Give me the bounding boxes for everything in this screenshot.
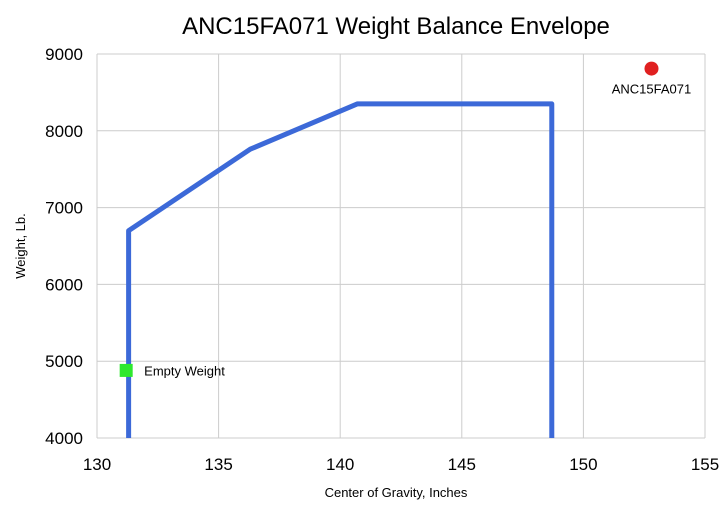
y-tick-label: 8000 [45, 122, 83, 141]
x-tick-label: 145 [448, 455, 476, 474]
envelope-line [126, 101, 555, 438]
aircraft-cg-marker [644, 61, 659, 76]
y-axis-label: Weight, Lb. [13, 213, 28, 279]
y-tick-label: 7000 [45, 199, 83, 218]
series-layer [126, 101, 555, 439]
tick-labels: 130 135 140 145 150 155 4000 5000 6000 7000 8000 90… [45, 45, 719, 474]
annotation-markers: Empty Weight ANC15FA071 [119, 61, 692, 378]
y-tick-label: 9000 [45, 45, 83, 64]
y-tick-label: 5000 [45, 352, 83, 371]
empty-weight-label: Empty Weight [144, 363, 225, 378]
x-tick-label: 130 [83, 455, 111, 474]
x-tick-label: 140 [326, 455, 354, 474]
chart-title: ANC15FA071 Weight Balance Envelope [182, 13, 610, 40]
y-tick-label: 4000 [45, 429, 83, 448]
empty-weight-marker [119, 363, 133, 377]
x-tick-label: 150 [569, 455, 597, 474]
aircraft-cg-label: ANC15FA071 [612, 82, 692, 97]
x-axis-label: Center of Gravity, Inches [325, 485, 468, 500]
y-tick-label: 6000 [45, 275, 83, 294]
x-tick-label: 135 [204, 455, 232, 474]
grid-lines [96, 53, 706, 439]
x-tick-label: 155 [691, 455, 719, 474]
